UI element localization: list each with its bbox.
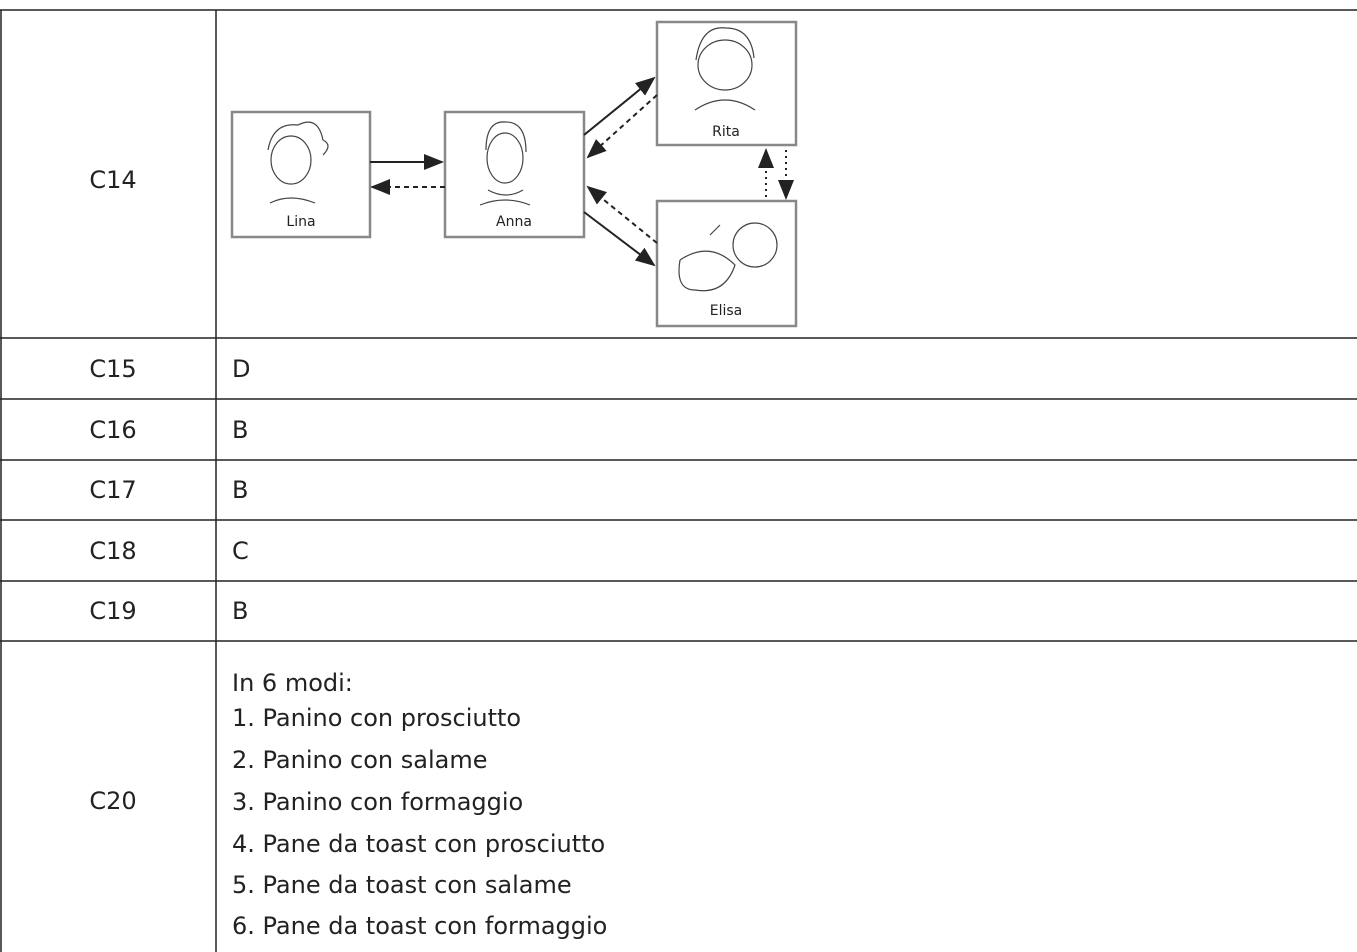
node-label: Anna xyxy=(496,214,532,230)
row-id: C14 xyxy=(89,166,136,194)
row-id: C20 xyxy=(89,787,136,815)
answer-line: 5. Pane da toast con salame xyxy=(232,871,572,899)
node-box xyxy=(230,110,372,239)
arrow xyxy=(586,94,658,159)
row-id: C18 xyxy=(89,537,136,565)
row-id: C16 xyxy=(89,416,136,444)
table-grid xyxy=(0,9,1357,952)
diagram: Lina Anna Rita Elisa xyxy=(230,20,798,328)
answer: B xyxy=(232,416,248,444)
answer: B xyxy=(232,597,248,625)
answer: B xyxy=(232,476,248,504)
answer-line: 4. Pane da toast con prosciutto xyxy=(232,830,605,858)
node-box xyxy=(655,199,798,328)
answer-line: In 6 modi: xyxy=(232,669,353,697)
node-box xyxy=(443,110,586,239)
answer: C xyxy=(232,537,249,565)
arrow xyxy=(586,185,658,244)
node-label: Elisa xyxy=(710,303,743,319)
arrow xyxy=(583,76,656,136)
answer-line: 2. Panino con salame xyxy=(232,746,487,774)
node-box xyxy=(655,20,798,147)
row-id: C19 xyxy=(89,597,136,625)
answer-line: 1. Panino con prosciutto xyxy=(232,704,521,732)
arrow xyxy=(583,211,656,267)
answer-line: 3. Panino con formaggio xyxy=(232,788,523,816)
answer: D xyxy=(232,355,250,383)
node-label: Lina xyxy=(286,214,315,230)
answer-line: 6. Pane da toast con formaggio xyxy=(232,912,607,940)
row-id: C17 xyxy=(89,476,136,504)
portrait xyxy=(267,27,778,292)
row-id: C15 xyxy=(89,355,136,383)
node-label: Rita xyxy=(712,124,740,140)
